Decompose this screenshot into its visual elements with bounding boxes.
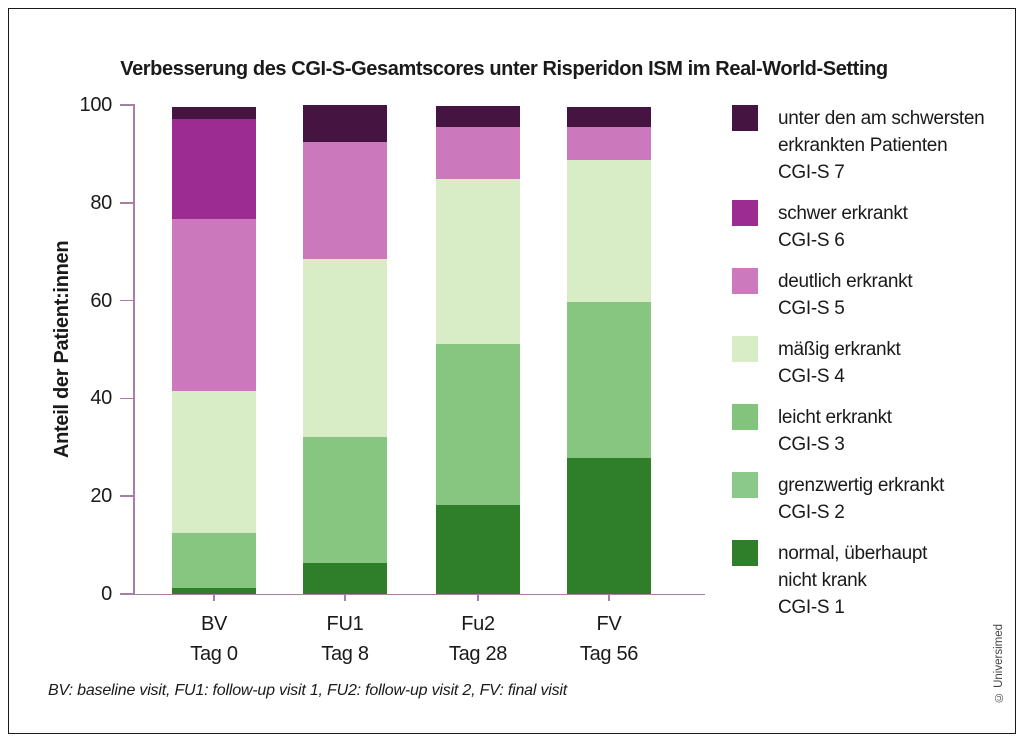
legend-swatch bbox=[732, 336, 758, 362]
y-tick-label: 0 bbox=[101, 583, 112, 605]
chart-title: Verbesserung des CGI-S-Gesamtscores unte… bbox=[120, 58, 888, 80]
legend-label-line: CGI-S 2 bbox=[778, 502, 845, 523]
bar-segment bbox=[436, 504, 520, 594]
bar-segment bbox=[436, 344, 520, 505]
y-tick bbox=[120, 397, 133, 400]
legend-label: leicht erkrankt CGI-S 3 bbox=[778, 404, 892, 458]
bar-segment bbox=[567, 160, 651, 302]
y-tick bbox=[120, 593, 133, 595]
legend-swatch bbox=[732, 105, 758, 131]
bar-segment bbox=[436, 178, 520, 345]
x-label-FU1: FU1 Tag 8 bbox=[275, 613, 415, 666]
bar-segment bbox=[303, 259, 387, 438]
legend-label-line: unter den am schwersten bbox=[778, 108, 985, 129]
legend-label-line: CGI-S 5 bbox=[778, 298, 845, 319]
x-label-day: Tag 0 bbox=[190, 643, 238, 665]
legend-label: normal, überhaupt nicht krank CGI-S 1 bbox=[778, 540, 927, 621]
x-label-visit: FV bbox=[596, 613, 622, 635]
legend-label: mäßig erkrankt CGI-S 4 bbox=[778, 336, 901, 390]
x-label-visit: Fu2 bbox=[461, 613, 495, 635]
legend-item: normal, überhaupt nicht krank CGI-S 1 bbox=[732, 540, 1000, 621]
legend-label-line: nicht krank bbox=[778, 570, 867, 591]
x-axis-line bbox=[133, 593, 705, 595]
x-tick bbox=[477, 594, 479, 601]
figure-frame: Verbesserung des CGI-S-Gesamtscores unte… bbox=[8, 8, 1016, 734]
x-tick bbox=[213, 594, 215, 601]
y-tick bbox=[120, 299, 133, 302]
y-axis-title: Anteil der Patient:innen bbox=[51, 240, 73, 458]
bar-FU1 bbox=[303, 105, 387, 594]
y-tick bbox=[120, 104, 133, 106]
legend-item: unter den am schwersten erkrankten Patien… bbox=[732, 105, 1000, 186]
x-label-day: Tag 8 bbox=[321, 643, 369, 665]
legend-label: grenzwertig erkrankt CGI-S 2 bbox=[778, 472, 944, 526]
legend-item: grenzwertig erkrankt CGI-S 2 bbox=[732, 472, 1000, 526]
legend: unter den am schwersten erkrankten Patien… bbox=[732, 105, 1000, 635]
bar-segment bbox=[567, 301, 651, 459]
x-label-BV: BV Tag 0 bbox=[144, 613, 284, 666]
x-tick bbox=[608, 594, 610, 601]
bar-Fu2 bbox=[436, 106, 520, 594]
bar-segment bbox=[172, 219, 256, 392]
legend-label-line: mäßig erkrankt bbox=[778, 339, 901, 360]
bar-FV bbox=[567, 107, 651, 594]
legend-swatch bbox=[732, 472, 758, 498]
bar-BV bbox=[172, 106, 256, 594]
x-label-day: Tag 28 bbox=[448, 643, 508, 665]
legend-item: leicht erkrankt CGI-S 3 bbox=[732, 404, 1000, 458]
legend-swatch bbox=[732, 200, 758, 226]
bar-segment bbox=[172, 533, 256, 589]
legend-label-line: grenzwertig erkrankt bbox=[778, 475, 945, 496]
y-tick-label: 40 bbox=[90, 387, 112, 410]
legend-label-line: CGI-S 6 bbox=[778, 230, 845, 251]
bar-segment bbox=[303, 563, 387, 594]
x-tick bbox=[344, 594, 346, 601]
copyright: © Universimed bbox=[993, 623, 1005, 703]
legend-label: unter den am schwersten erkrankten Patien… bbox=[778, 105, 985, 186]
y-tick-label: 100 bbox=[79, 94, 113, 116]
legend-label-line: deutlich erkrankt bbox=[778, 271, 913, 292]
x-label-Fu2: Fu2 Tag 28 bbox=[408, 613, 548, 666]
x-label-visit: BV bbox=[200, 613, 228, 635]
y-tick-label: 20 bbox=[90, 485, 112, 508]
y-tick bbox=[120, 202, 133, 204]
bar-segment bbox=[172, 106, 256, 119]
legend-label: deutlich erkrankt CGI-S 5 bbox=[778, 268, 913, 322]
bar-segment bbox=[567, 458, 651, 594]
legend-item: schwer erkrankt CGI-S 6 bbox=[732, 200, 1000, 254]
x-label-day: Tag 56 bbox=[579, 643, 639, 665]
legend-label-line: CGI-S 1 bbox=[778, 597, 845, 618]
legend-label-line: CGI-S 3 bbox=[778, 434, 845, 455]
bar-segment bbox=[436, 106, 520, 127]
y-axis-line bbox=[133, 104, 135, 594]
legend-swatch bbox=[732, 540, 758, 566]
bar-segment bbox=[172, 118, 256, 220]
legend-label-line: CGI-S 4 bbox=[778, 366, 845, 387]
bar-segment bbox=[567, 107, 651, 128]
x-label-visit: FU1 bbox=[326, 613, 364, 635]
bar-segment bbox=[303, 437, 387, 564]
legend-label-line: CGI-S 7 bbox=[778, 162, 845, 183]
legend-label-line: normal, überhaupt bbox=[778, 543, 928, 564]
y-tick bbox=[120, 495, 133, 497]
legend-item: mäßig erkrankt CGI-S 4 bbox=[732, 336, 1000, 390]
bar-segment bbox=[436, 127, 520, 179]
legend-label: schwer erkrankt CGI-S 6 bbox=[778, 200, 908, 254]
legend-swatch bbox=[732, 404, 758, 430]
x-label-FV: FV Tag 56 bbox=[539, 613, 679, 666]
legend-item: deutlich erkrankt CGI-S 5 bbox=[732, 268, 1000, 322]
bar-segment bbox=[303, 105, 387, 143]
legend-label-line: schwer erkrankt bbox=[778, 203, 908, 224]
bar-segment bbox=[303, 142, 387, 260]
bar-segment bbox=[172, 588, 256, 594]
y-tick-label: 60 bbox=[90, 289, 112, 312]
legend-label-line: leicht erkrankt bbox=[778, 407, 892, 428]
bar-segment bbox=[172, 391, 256, 534]
bar-segment bbox=[567, 127, 651, 161]
footnote: BV: baseline visit, FU1: follow-up visit… bbox=[48, 682, 568, 699]
legend-swatch bbox=[732, 268, 758, 294]
legend-label-line: erkrankten Patienten bbox=[778, 135, 948, 156]
y-tick-label: 80 bbox=[90, 191, 112, 214]
